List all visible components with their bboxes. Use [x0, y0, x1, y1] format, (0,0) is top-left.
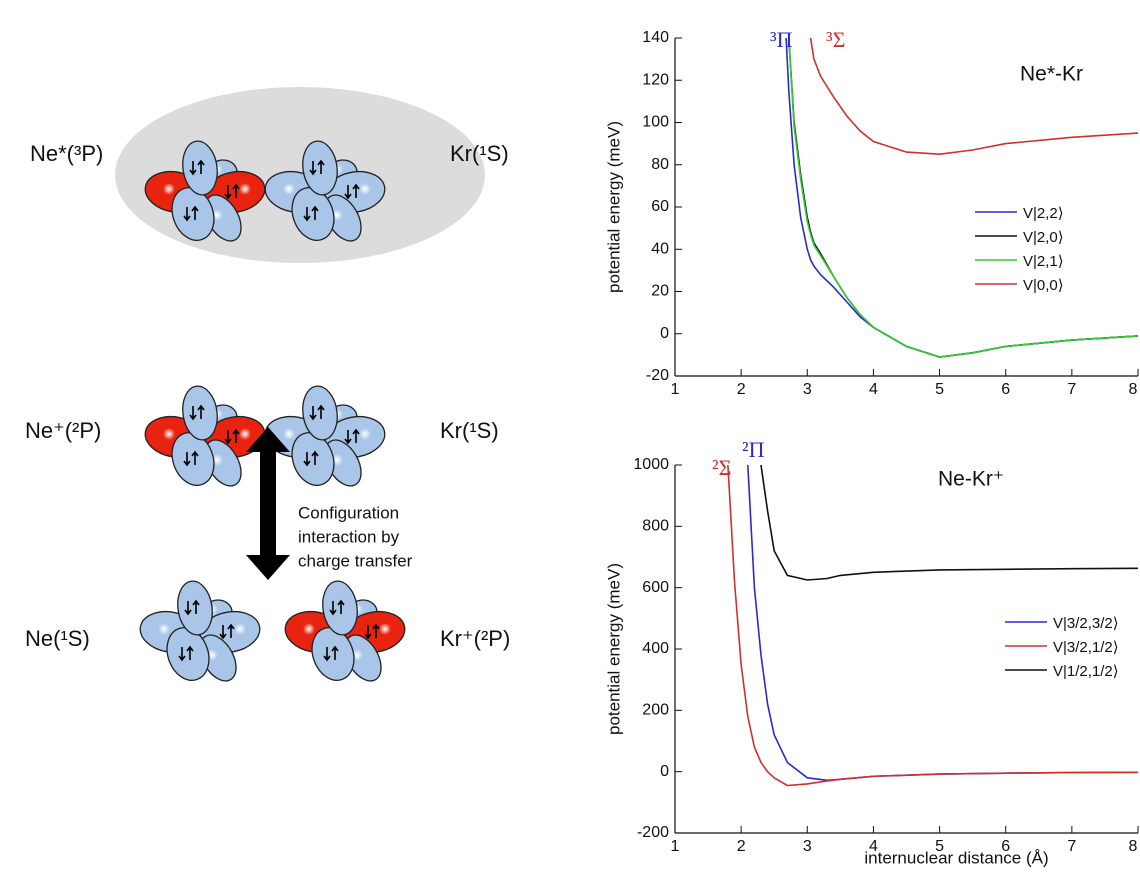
orbital-highlight — [359, 183, 371, 195]
arrow-text: interaction by — [298, 527, 400, 546]
x-tick-label: 2 — [737, 381, 746, 398]
x-tick-label: 5 — [935, 381, 944, 398]
species-label: Kr⁺(²P) — [440, 626, 510, 651]
y-tick-label: 140 — [642, 29, 669, 46]
legend-label: V|1/2,1/2⟩ — [1053, 663, 1119, 680]
annotation: Ne*-Kr — [1020, 63, 1083, 86]
y-tick-label: -20 — [646, 367, 669, 384]
x-tick-label: 2 — [737, 838, 746, 855]
x-tick-label: 1 — [671, 381, 680, 398]
orbital-highlight — [158, 623, 170, 635]
series-line — [811, 38, 1138, 154]
x-tick-label: 6 — [1001, 381, 1010, 398]
y-tick-label: 60 — [651, 198, 669, 215]
orbital-highlight — [239, 183, 251, 195]
y-tick-label: 200 — [642, 702, 669, 719]
legend-label: V|3/2,1/2⟩ — [1053, 639, 1119, 656]
orbital-highlight — [163, 183, 175, 195]
orbital-highlight — [359, 428, 371, 440]
orbital-highlight — [379, 623, 391, 635]
x-tick-label: 3 — [803, 381, 812, 398]
x-tick-label: 8 — [1129, 838, 1138, 855]
arrow-text: Configuration — [298, 503, 399, 522]
series-line — [789, 38, 1138, 357]
y-tick-label: 1000 — [633, 456, 669, 473]
y-tick-label: 0 — [660, 325, 669, 342]
legend-label: V|2,1⟩ — [1023, 253, 1064, 270]
annotation: ³Π — [770, 27, 793, 52]
y-tick-label: 120 — [642, 71, 669, 88]
species-label: Ne⁺(²P) — [25, 418, 101, 443]
annotation: Ne-Kr⁺ — [938, 468, 1004, 491]
x-tick-label: 7 — [1067, 381, 1076, 398]
y-tick-label: 80 — [651, 156, 669, 173]
series-line — [789, 38, 1138, 357]
y-axis-label: potential energy (meV) — [604, 121, 623, 293]
x-tick-label: 7 — [1067, 838, 1076, 855]
x-tick-label: 8 — [1129, 381, 1138, 398]
annotation: ²Σ — [712, 455, 731, 480]
orbital-highlight — [239, 428, 251, 440]
y-tick-label: 0 — [660, 763, 669, 780]
species-label: Ne(¹S) — [25, 626, 90, 651]
annotation: ²Π — [742, 437, 765, 462]
orbital-highlight — [234, 623, 246, 635]
species-label: Kr(¹S) — [440, 418, 499, 443]
legend-label: V|0,0⟩ — [1023, 277, 1064, 294]
double-arrow — [246, 427, 290, 580]
y-tick-label: 100 — [642, 114, 669, 131]
y-tick-label: 600 — [642, 579, 669, 596]
orbital-highlight — [283, 428, 295, 440]
orbital-highlight — [303, 623, 315, 635]
y-tick-label: 800 — [642, 518, 669, 535]
x-tick-label: 1 — [671, 838, 680, 855]
species-label: Ne*(³P) — [30, 141, 103, 166]
legend-label: V|2,2⟩ — [1023, 205, 1064, 222]
y-tick-label: 400 — [642, 640, 669, 657]
figure: Ne*(³P) Kr(¹S) Ne⁺(²P) Kr(¹S) Ne(¹S) Kr⁺… — [0, 0, 1140, 868]
y-tick-label: -200 — [637, 824, 669, 841]
y-axis-label: potential energy (meV) — [604, 563, 623, 735]
annotation: ³Σ — [826, 27, 845, 52]
x-tick-label: 3 — [803, 838, 812, 855]
series-line — [786, 38, 1138, 357]
species-label: Kr(¹S) — [450, 141, 509, 166]
x-axis-label: internuclear distance (Å) — [864, 848, 1048, 867]
legend-label: V|2,0⟩ — [1023, 229, 1064, 246]
legend-label: V|3/2,3/2⟩ — [1053, 615, 1119, 632]
x-tick-label: 4 — [869, 381, 878, 398]
arrow-text: charge transfer — [298, 551, 413, 570]
orbital-highlight — [163, 428, 175, 440]
y-tick-label: 40 — [651, 240, 669, 257]
orbital-highlight — [283, 183, 295, 195]
y-tick-label: 20 — [651, 283, 669, 300]
